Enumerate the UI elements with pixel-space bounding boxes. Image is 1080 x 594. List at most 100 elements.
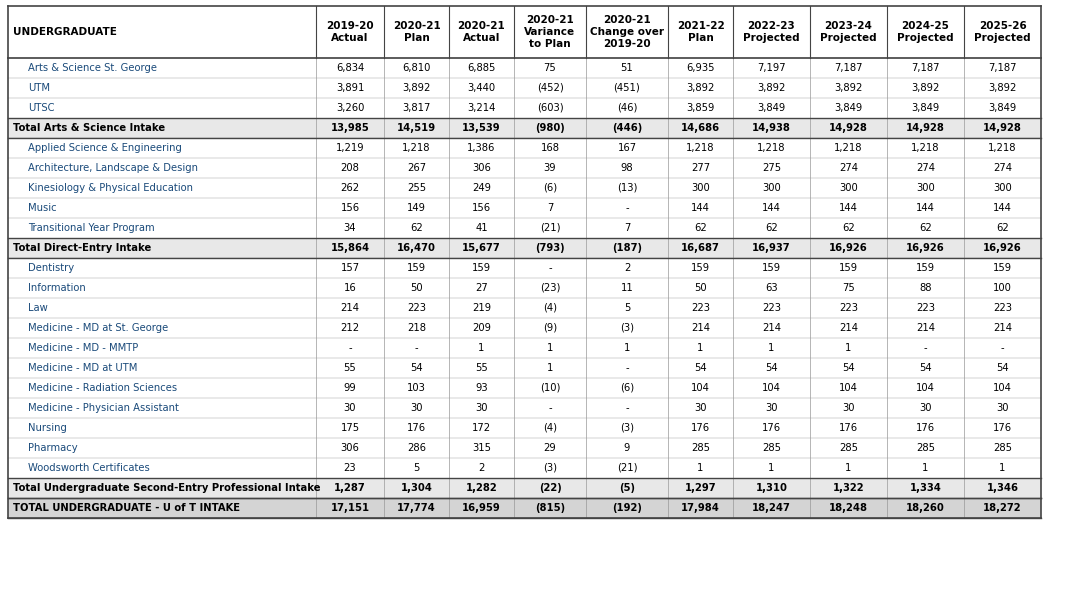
Text: 223: 223 (993, 303, 1012, 313)
Text: (5): (5) (619, 483, 635, 493)
Text: 144: 144 (691, 203, 710, 213)
Text: 6,810: 6,810 (403, 63, 431, 73)
Text: Nursing: Nursing (28, 423, 67, 433)
Text: 249: 249 (472, 183, 491, 193)
Text: Information: Information (28, 283, 85, 293)
Text: 103: 103 (407, 383, 426, 393)
Text: (3): (3) (543, 463, 557, 473)
Text: 3,849: 3,849 (912, 103, 940, 113)
Text: 306: 306 (472, 163, 491, 173)
Text: 50: 50 (410, 283, 422, 293)
Text: 214: 214 (691, 323, 710, 333)
Text: 16: 16 (343, 283, 356, 293)
Text: 159: 159 (916, 263, 935, 273)
Text: 157: 157 (340, 263, 360, 273)
Text: 3,849: 3,849 (757, 103, 785, 113)
Text: 3,817: 3,817 (403, 103, 431, 113)
Text: 176: 176 (407, 423, 427, 433)
Text: 144: 144 (839, 203, 858, 213)
Text: (815): (815) (535, 503, 565, 513)
Text: 159: 159 (691, 263, 710, 273)
Text: 17,151: 17,151 (330, 503, 369, 513)
Text: -: - (625, 403, 629, 413)
Text: 1: 1 (999, 463, 1005, 473)
Text: 3,214: 3,214 (468, 103, 496, 113)
Text: 62: 62 (694, 223, 707, 233)
Bar (8, 178, 1041, 198)
Text: 1,346: 1,346 (986, 483, 1018, 493)
Text: 93: 93 (475, 383, 488, 393)
Text: 30: 30 (694, 403, 706, 413)
Text: 30: 30 (919, 403, 932, 413)
Text: 54: 54 (996, 363, 1009, 373)
Text: Medicine - Physician Assistant: Medicine - Physician Assistant (28, 403, 179, 413)
Bar (8, 398, 1041, 418)
Text: 168: 168 (540, 143, 559, 153)
Text: 1,218: 1,218 (988, 143, 1016, 153)
Text: 16,926: 16,926 (906, 243, 945, 253)
Text: 2024-25
Projected: 2024-25 Projected (897, 21, 954, 43)
Text: 2020-21
Actual: 2020-21 Actual (458, 21, 505, 43)
Text: 1,218: 1,218 (912, 143, 940, 153)
Text: (21): (21) (617, 463, 637, 473)
Text: 16,926: 16,926 (983, 243, 1022, 253)
Bar (8, 478, 1041, 498)
Text: 14,519: 14,519 (397, 123, 436, 133)
Bar (8, 298, 1041, 318)
Text: -: - (1001, 343, 1004, 353)
Text: 1: 1 (698, 343, 704, 353)
Text: 1,322: 1,322 (833, 483, 864, 493)
Bar (8, 258, 1041, 278)
Text: -: - (549, 263, 552, 273)
Text: (793): (793) (536, 243, 565, 253)
Bar (8, 218, 1041, 238)
Text: 30: 30 (343, 403, 356, 413)
Bar (8, 98, 1041, 118)
Text: (980): (980) (535, 123, 565, 133)
Text: 98: 98 (621, 163, 633, 173)
Text: 55: 55 (343, 363, 356, 373)
Text: 5: 5 (624, 303, 631, 313)
Text: 176: 176 (839, 423, 859, 433)
Text: Transitional Year Program: Transitional Year Program (28, 223, 154, 233)
Text: 285: 285 (762, 443, 781, 453)
Text: 50: 50 (694, 283, 706, 293)
Text: 99: 99 (343, 383, 356, 393)
Text: 214: 214 (340, 303, 360, 313)
Text: 159: 159 (472, 263, 491, 273)
Text: 1,386: 1,386 (468, 143, 496, 153)
Text: 15,677: 15,677 (462, 243, 501, 253)
Text: 175: 175 (340, 423, 360, 433)
Text: (192): (192) (612, 503, 642, 513)
Text: 1,297: 1,297 (685, 483, 716, 493)
Text: 6,885: 6,885 (468, 63, 496, 73)
Text: 223: 223 (691, 303, 710, 313)
Text: Woodsworth Certificates: Woodsworth Certificates (28, 463, 150, 473)
Text: 218: 218 (407, 323, 426, 333)
Text: 2020-21
Variance
to Plan: 2020-21 Variance to Plan (525, 15, 576, 49)
Text: (9): (9) (543, 323, 557, 333)
Text: 30: 30 (475, 403, 488, 413)
Text: (22): (22) (539, 483, 562, 493)
Text: 223: 223 (839, 303, 858, 313)
Text: 159: 159 (839, 263, 859, 273)
Text: 262: 262 (340, 183, 360, 193)
Text: 3,892: 3,892 (988, 83, 1016, 93)
Text: 1,218: 1,218 (686, 143, 715, 153)
Text: 3,859: 3,859 (686, 103, 715, 113)
Text: 167: 167 (618, 143, 636, 153)
Text: 277: 277 (691, 163, 710, 173)
Bar (8, 358, 1041, 378)
Text: 300: 300 (691, 183, 710, 193)
Text: Kinesiology & Physical Education: Kinesiology & Physical Education (28, 183, 193, 193)
Text: 2021-22
Plan: 2021-22 Plan (677, 21, 725, 43)
Bar (8, 198, 1041, 218)
Text: 1: 1 (478, 343, 485, 353)
Text: 15,864: 15,864 (330, 243, 369, 253)
Text: 285: 285 (691, 443, 710, 453)
Bar (8, 158, 1041, 178)
Text: (23): (23) (540, 283, 561, 293)
Text: 2: 2 (478, 463, 485, 473)
Text: (4): (4) (543, 303, 557, 313)
Text: 1,310: 1,310 (756, 483, 787, 493)
